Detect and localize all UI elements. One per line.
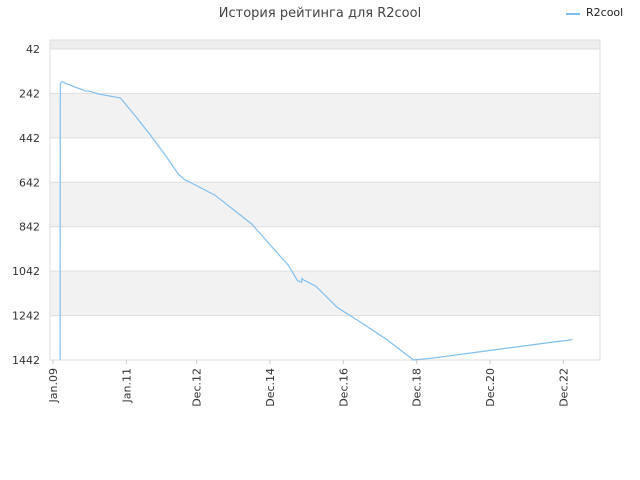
y-tick-label: 1242 [12,310,40,323]
legend-label: R2cool [586,6,623,19]
plot-band [50,40,600,49]
plot-band [50,49,600,94]
x-tick-label: Jan.09 [47,368,60,403]
y-axis: 42 242 442 642 842 1042 1242 1442 [12,43,40,367]
y-tick-label: 1042 [12,265,40,278]
x-tick-label: Dec.12 [191,368,204,407]
plot-border [49,39,601,361]
series-line [59,81,573,361]
x-tick-label: Dec.16 [337,368,350,407]
plot-area [49,39,601,361]
y-tick-label: 442 [19,132,40,145]
plot-band [50,137,600,183]
legend: R2cool [566,6,623,19]
x-axis: Jan.09 Jan.11 Dec.12 Dec.14 Dec.16 Dec.18 Dec.… [47,360,570,407]
x-tick-label: Dec.20 [484,368,497,407]
plot-band [50,93,600,138]
x-tick-label: Jan.11 [120,368,133,403]
plot-band [50,182,600,227]
plot-band [50,271,600,316]
y-tick-label: 242 [19,87,40,100]
series-layer [59,81,573,361]
y-tick-label: 1442 [12,354,40,367]
plot-band [50,315,600,360]
plot-band [50,226,600,272]
x-tick-label: Dec.14 [264,368,277,407]
chart-title: История рейтинга для R2cool [219,6,421,21]
y-tick-label: 642 [19,176,40,189]
x-tick-label: Dec.22 [557,368,570,407]
y-tick-label: 842 [19,221,40,234]
x-tick-label: Dec.18 [411,368,424,407]
y-tick-label: 42 [26,43,40,56]
